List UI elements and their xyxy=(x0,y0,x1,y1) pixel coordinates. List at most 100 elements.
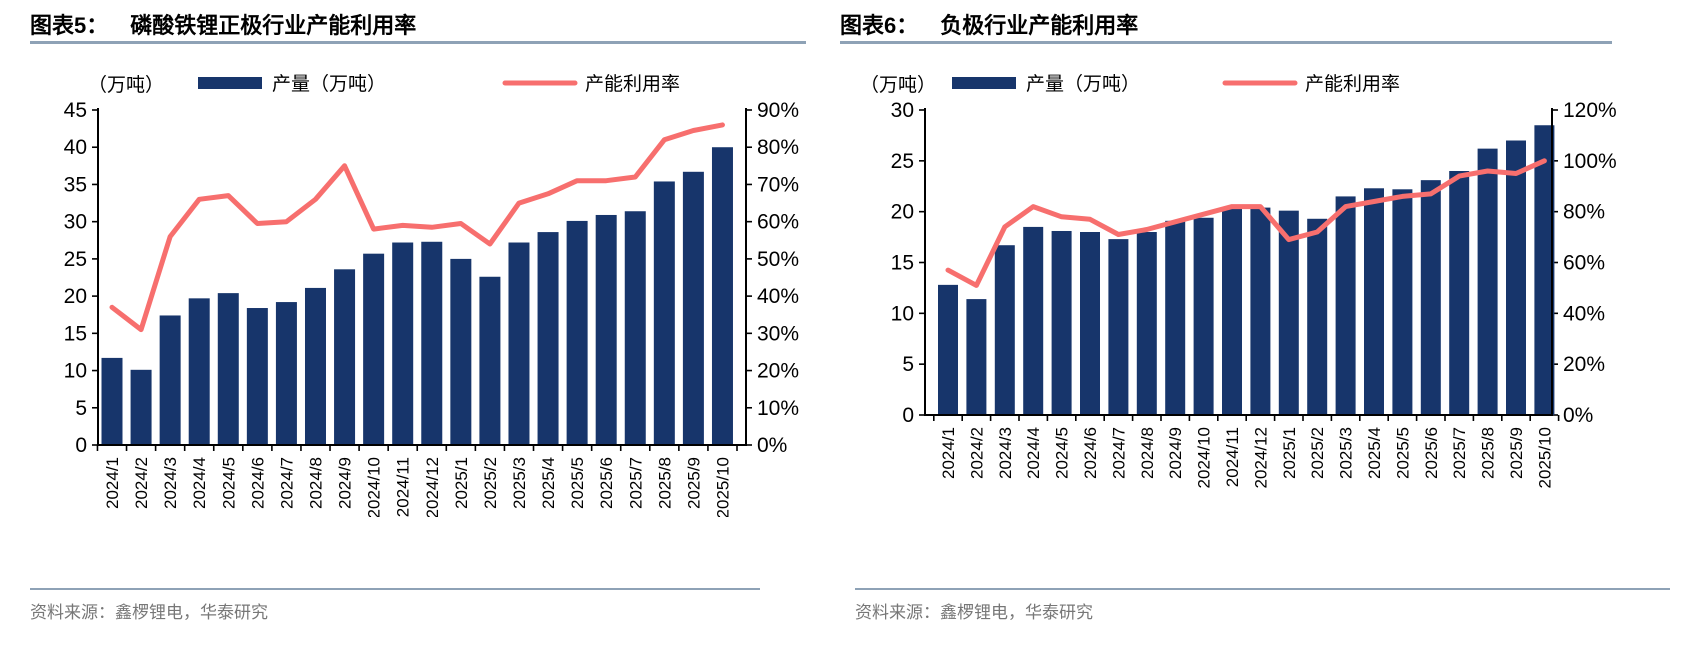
x-axis-label: 2024/6 xyxy=(248,457,267,509)
left-axis-tick-label: 0 xyxy=(902,404,914,427)
bar-2024/3 xyxy=(159,315,181,445)
x-axis-label: 2025/9 xyxy=(684,457,703,509)
x-axis-label: 2024/11 xyxy=(1223,427,1242,487)
figure-6-title: 负极行业产能利用率 xyxy=(940,13,1139,38)
x-axis-label: 2025/6 xyxy=(1422,427,1441,479)
legend-bar-swatch xyxy=(952,77,1016,89)
x-axis-label: 2025/8 xyxy=(655,457,674,509)
figure-5-panel: 图表5： 磷酸铁锂正极行业产能利用率 0 5 10 15 20 25 30 35 40 45 0% 10… xyxy=(30,0,806,655)
bar-2025/1 xyxy=(1278,210,1299,415)
x-axis-label: 2024/6 xyxy=(1081,427,1100,479)
bar-2025/4 xyxy=(1364,188,1384,415)
right-axis-tick-label: 0% xyxy=(757,434,787,457)
bar-2024/11 xyxy=(1222,208,1242,415)
bar-2024/10 xyxy=(1193,217,1214,415)
right-axis-tick-label: 90% xyxy=(757,99,799,122)
x-axis-label: 2024/10 xyxy=(1195,427,1214,488)
left-axis-unit-label: （万吨） xyxy=(88,74,164,96)
figure-6-panel: 图表6： 负极行业产能利用率 0 5 10 15 20 25 30 0% 20% 40% 60% 80%… xyxy=(840,0,1670,655)
x-axis-label: 2025/10 xyxy=(713,457,732,517)
left-axis-tick-label: 35 xyxy=(64,173,87,196)
left-axis-tick-label: 20 xyxy=(891,201,914,224)
x-axis-label: 2024/1 xyxy=(103,457,122,509)
x-axis-label: 2025/2 xyxy=(481,457,500,509)
x-axis-label: 2025/7 xyxy=(626,457,645,509)
x-axis-label: 2024/8 xyxy=(306,457,325,509)
legend-line-label: 产能利用率 xyxy=(1305,73,1400,95)
bar-2025/7 xyxy=(624,211,646,445)
bar-2024/8 xyxy=(304,287,326,445)
figure-5-label: 图表5： xyxy=(30,13,109,38)
x-axis-label: 2025/4 xyxy=(539,457,558,509)
bar-2025/2 xyxy=(1307,218,1328,415)
right-axis-tick-label: 120% xyxy=(1563,99,1617,122)
bar-2024/8 xyxy=(1136,232,1157,415)
right-axis-tick-label: 0% xyxy=(1563,404,1593,427)
figure-6-footer-divider xyxy=(855,588,1670,590)
legend-bar-label: 产量（万吨） xyxy=(1026,73,1140,95)
left-axis-tick-label: 25 xyxy=(891,150,914,173)
right-axis-tick-label: 80% xyxy=(1563,201,1605,224)
bar-2025/8 xyxy=(1477,148,1498,415)
bar-2024/6 xyxy=(1080,232,1100,415)
bar-2024/7 xyxy=(1108,239,1129,415)
x-axis-label: 2024/5 xyxy=(1053,427,1072,479)
legend-bar-swatch xyxy=(198,77,262,89)
x-axis-label: 2024/9 xyxy=(336,457,355,509)
left-axis-tick-label: 5 xyxy=(75,397,87,420)
bar-2025/10 xyxy=(1534,125,1555,415)
bar-2025/2 xyxy=(479,276,501,445)
bar-2025/1 xyxy=(450,258,472,445)
x-axis-label: 2024/5 xyxy=(219,457,238,509)
x-axis-label: 2024/3 xyxy=(161,457,180,509)
x-axis-label: 2024/11 xyxy=(394,457,413,517)
bar-2024/7 xyxy=(275,302,297,445)
right-axis-tick-label: 20% xyxy=(1563,353,1605,376)
x-axis-label: 2024/2 xyxy=(967,427,986,479)
x-axis-label: 2024/7 xyxy=(277,457,296,509)
x-axis-label: 2024/9 xyxy=(1166,427,1185,479)
x-axis-label: 2024/12 xyxy=(1251,427,1270,488)
right-axis-tick-label: 60% xyxy=(1563,252,1605,275)
bar-2025/9 xyxy=(1506,140,1526,415)
x-axis-label: 2025/1 xyxy=(1280,427,1299,479)
lfp-cathode-utilization-chart: 0 5 10 15 20 25 30 35 40 45 0% 10% 20% 30% 40% 50% 60% 70… xyxy=(30,55,806,522)
x-axis-label: 2024/2 xyxy=(132,457,151,509)
bar-2025/3 xyxy=(508,242,530,445)
right-axis-tick-label: 60% xyxy=(757,211,799,234)
left-axis-tick-label: 30 xyxy=(64,211,87,234)
x-axis-label: 2024/4 xyxy=(190,457,209,509)
bar-2024/11 xyxy=(392,242,414,445)
right-axis-tick-label: 50% xyxy=(757,248,799,271)
left-axis-tick-label: 0 xyxy=(75,434,87,457)
x-axis-label: 2025/2 xyxy=(1308,427,1327,479)
left-axis-tick-label: 15 xyxy=(891,252,914,275)
figure-5-source-note: 资料来源：鑫椤锂电，华泰研究 xyxy=(30,603,268,622)
bar-2024/1 xyxy=(938,284,958,415)
bar-2024/10 xyxy=(363,253,385,445)
x-axis-label: 2024/7 xyxy=(1109,427,1128,479)
right-axis-tick-label: 30% xyxy=(757,322,799,345)
left-axis-tick-label: 45 xyxy=(64,99,87,122)
bar-2024/6 xyxy=(246,308,268,445)
bar-2025/4 xyxy=(537,232,559,445)
bar-2024/1 xyxy=(101,357,123,445)
x-axis-label: 2025/9 xyxy=(1507,427,1526,479)
x-axis-label: 2024/4 xyxy=(1024,427,1043,479)
bar-2025/5 xyxy=(566,220,588,445)
anode-utilization-chart: 0 5 10 15 20 25 30 0% 20% 40% 60% 80% 100% 120% 2024/1… xyxy=(840,55,1670,522)
bar-2025/7 xyxy=(1449,171,1470,415)
x-axis-label: 2025/5 xyxy=(568,457,587,509)
left-axis-tick-label: 30 xyxy=(891,99,914,122)
x-axis-label: 2025/3 xyxy=(510,457,529,509)
legend-bar-label: 产量（万吨） xyxy=(272,73,386,95)
x-axis-label: 2025/10 xyxy=(1535,427,1554,488)
figure-5-title-divider xyxy=(30,41,806,44)
bar-2024/9 xyxy=(334,269,356,445)
x-axis-label: 2025/4 xyxy=(1365,427,1384,479)
bar-2025/5 xyxy=(1392,189,1413,415)
bar-2025/8 xyxy=(653,181,675,445)
figure-6-source-note: 资料来源：鑫椤锂电，华泰研究 xyxy=(855,603,1093,622)
right-axis-tick-label: 80% xyxy=(757,136,799,159)
